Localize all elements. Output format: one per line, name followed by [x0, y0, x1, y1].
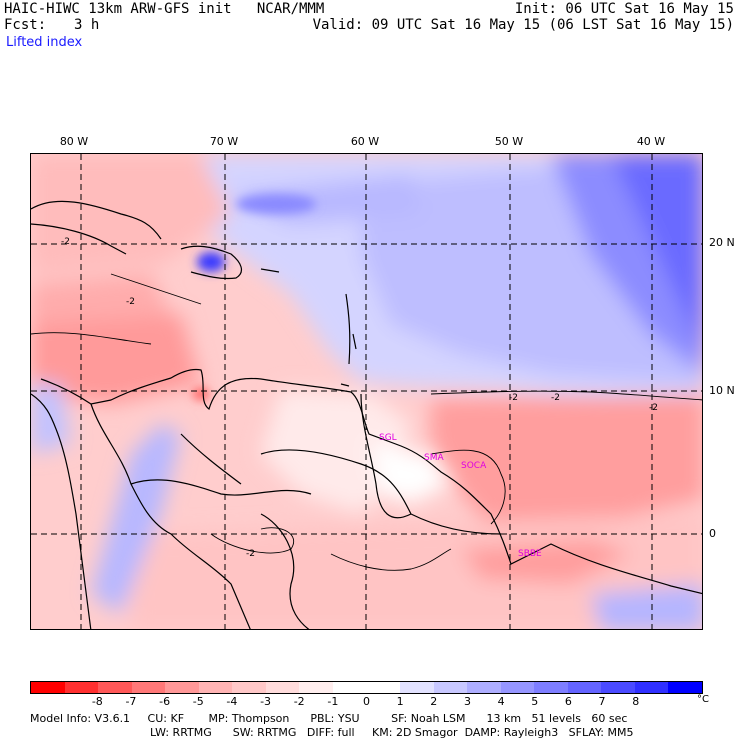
colorbar-tick-label: -4: [226, 695, 238, 708]
station-soca: SOCA: [461, 461, 487, 471]
colorbar-swatch: [131, 682, 166, 693]
colorbar-tick-label: 7: [598, 695, 606, 708]
colorbar-swatch: [400, 682, 434, 693]
station-sgl: SGL: [379, 433, 397, 443]
colorbar-swatch: [467, 682, 501, 693]
colorbar-swatch: [232, 682, 266, 693]
contour-label: -2: [551, 393, 560, 403]
colorbar-swatch: [165, 682, 199, 693]
model-info-line-2: LW: RRTMG SW: RRTMG DIFF: full KM: 2D Sm…: [150, 726, 634, 739]
colorbar-swatch: [31, 682, 65, 693]
field-name: Lifted index: [6, 35, 83, 50]
model-info-line-1: Model Info: V3.6.1 CU: KF MP: Thompson P…: [30, 712, 628, 725]
contours: [31, 273, 702, 571]
colorbar-tick-label: 0: [363, 695, 370, 708]
colorbar-tick-label: -7: [125, 695, 137, 708]
station-sma: SMA: [424, 453, 444, 463]
lat-label-0: 0: [709, 527, 716, 540]
graticule: [31, 154, 702, 629]
colorbar-swatch: [433, 682, 468, 693]
colorbar-tick-label: 6: [564, 695, 572, 708]
station-sbbe: SBBE: [518, 549, 542, 559]
colorbar-tick-label: -5: [192, 695, 204, 708]
contour-label: -2: [246, 549, 255, 559]
colorbar-tick-label: -8: [91, 695, 103, 708]
colorbar-tick-label: -3: [260, 695, 272, 708]
lon-label-60w: 60 W: [350, 135, 380, 148]
lat-label-10n: 10 N: [709, 384, 735, 397]
colorbar-swatch: [64, 682, 99, 693]
colorbar-swatch: [668, 682, 702, 693]
colorbar-tick-label: 4: [497, 695, 505, 708]
li-shading: [31, 154, 702, 629]
contour-label: -2: [61, 237, 70, 247]
colorbar-swatch: [98, 682, 132, 693]
lon-label-70w: 70 W: [209, 135, 239, 148]
contour-label: -2: [126, 297, 135, 307]
contour-label: -2: [649, 403, 658, 413]
colorbar-swatch: [634, 682, 669, 693]
map-title: HAIC-HIWC 13km ARW-GFS init NCAR/MMM: [4, 1, 325, 17]
colorbar-tick-label: -1: [327, 695, 339, 708]
forecast-hour: 3 h: [74, 17, 100, 33]
colorbar-swatch: [198, 682, 233, 693]
colorbar-swatch: [332, 682, 367, 693]
init-time: Init: 06 UTC Sat 16 May 15: [514, 1, 734, 17]
forecast-label: Fcst:: [4, 17, 47, 33]
maracaibo-unstable-cell: [193, 388, 209, 400]
colorbar-swatch: [299, 682, 333, 693]
hispaniola-stable-cell: [197, 252, 225, 272]
contour-label: -2: [509, 393, 518, 403]
colorbar-swatch: [366, 682, 401, 693]
lon-label-40w: 40 W: [636, 135, 666, 148]
colorbar-swatch: [500, 682, 535, 693]
lat-label-20n: 20 N: [709, 236, 735, 249]
colorbar-swatch: [265, 682, 300, 693]
colorbar-swatch: [567, 682, 602, 693]
colorbar-tick-label: 1: [396, 695, 404, 708]
valid-time: Valid: 09 UTC Sat 16 May 15 (06 LST Sat …: [312, 17, 734, 33]
colorbar-unit: °C: [697, 694, 709, 705]
lifted-index-map: -2 -2 -2 -2 -2 -2 SGL SMA SOCA SBBE: [30, 153, 703, 630]
colorbar-swatch: [534, 682, 568, 693]
colorbar-tick-label: 3: [463, 695, 471, 708]
colorbar-tick-label: 5: [531, 695, 539, 708]
colorbar-tick-label: 8: [632, 695, 640, 708]
colorbar: [30, 681, 703, 694]
stable-streak: [236, 194, 316, 214]
colorbar-tick-label: 2: [430, 695, 438, 708]
colorbar-tick-label: -2: [293, 695, 305, 708]
colorbar-tick-label: -6: [159, 695, 171, 708]
lon-label-80w: 80 W: [59, 135, 89, 148]
colorbar-swatch: [601, 682, 635, 693]
lon-label-50w: 50 W: [494, 135, 524, 148]
